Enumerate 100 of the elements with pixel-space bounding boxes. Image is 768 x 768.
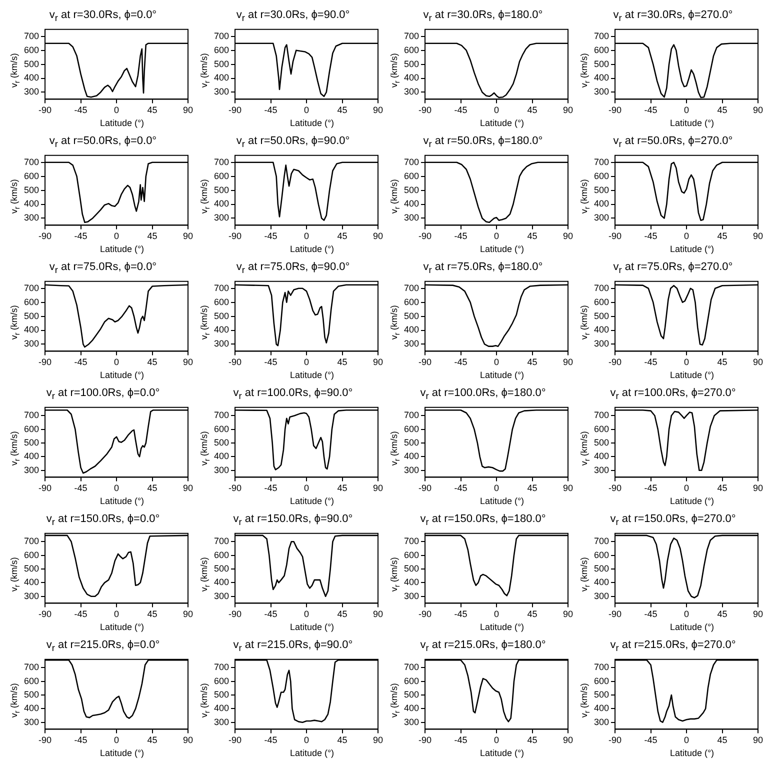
y-tick-label: 500 <box>594 437 610 448</box>
x-axis-title: Latitude (°) <box>288 118 336 128</box>
x-tick-label: -45 <box>644 357 658 368</box>
y-tick-label: 400 <box>214 72 230 83</box>
y-tick-label: 700 <box>24 156 40 167</box>
y-tick-label: 400 <box>404 324 420 335</box>
chart-title: v$_{r}$ at r=150.0Rs, ϕ=270.0° <box>609 512 737 528</box>
x-tick-label: -45 <box>74 357 88 368</box>
x-tick-label: 90 <box>562 231 574 242</box>
x-tick-label: -45 <box>454 231 468 242</box>
x-tick-label: -90 <box>228 231 242 242</box>
x-tick-label: 0 <box>304 231 310 242</box>
chart-title: v$_{r}$ at r=75.0Rs, ϕ=0.0° <box>48 260 158 276</box>
chart-title: v$_{r}$ at r=75.0Rs, ϕ=90.0° <box>235 260 351 276</box>
x-axis-title: Latitude (°) <box>98 118 146 128</box>
y-tick-label: 500 <box>404 563 420 574</box>
y-tick-label: 700 <box>24 30 40 41</box>
x-tick-label: 90 <box>752 483 764 494</box>
x-tick-label: -45 <box>644 483 658 494</box>
x-axis-title: Latitude (°) <box>668 748 716 758</box>
x-tick-label: 45 <box>337 105 348 116</box>
x-tick-label: 0 <box>494 609 500 620</box>
y-tick-label: 700 <box>214 282 230 293</box>
y-tick-label: 300 <box>24 464 40 475</box>
chart-title: v$_{r}$ at r=50.0Rs, ϕ=180.0° <box>422 134 544 150</box>
y-tick-label: 400 <box>404 703 420 714</box>
y-tick-label: 600 <box>24 676 40 686</box>
y-tick-label: 600 <box>404 550 420 560</box>
y-tick-label: 300 <box>24 716 40 727</box>
x-tick-label: 0 <box>114 231 120 242</box>
x-tick-label: 45 <box>717 105 728 116</box>
x-tick-label: -45 <box>74 609 88 620</box>
x-tick-label: -90 <box>418 105 432 116</box>
x-tick-label: 45 <box>337 483 348 494</box>
y-tick-label: 700 <box>214 30 230 41</box>
y-tick-label: 400 <box>594 703 610 714</box>
x-tick-label: 90 <box>752 609 764 620</box>
y-tick-label: 400 <box>594 198 610 209</box>
x-tick-label: -45 <box>264 357 278 368</box>
x-tick-label: 0 <box>114 483 120 494</box>
x-tick-label: -90 <box>608 105 622 116</box>
y-tick-label: 600 <box>214 170 230 181</box>
chart-title: v$_{r}$ at r=100.0Rs, ϕ=270.0° <box>609 386 737 402</box>
x-tick-label: 0 <box>684 231 690 242</box>
x-tick-label: 0 <box>304 357 310 368</box>
x-tick-label: 45 <box>717 735 728 746</box>
x-axis-title: Latitude (°) <box>478 118 526 128</box>
x-axis-title: Latitude (°) <box>478 244 526 254</box>
x-tick-label: 0 <box>684 735 690 746</box>
x-tick-label: 90 <box>752 357 764 368</box>
x-tick-label: -90 <box>418 357 432 368</box>
y-tick-label: 500 <box>404 58 420 69</box>
y-tick-label: 700 <box>404 410 420 420</box>
y-tick-label: 600 <box>24 44 40 55</box>
y-tick-label: 600 <box>594 550 610 560</box>
x-axis-title: Latitude (°) <box>98 244 146 254</box>
x-axis-title: Latitude (°) <box>288 748 336 758</box>
x-tick-label: -90 <box>228 483 242 494</box>
x-axis-title: Latitude (°) <box>98 622 146 632</box>
x-tick-label: 90 <box>182 735 194 746</box>
y-tick-label: 400 <box>594 451 610 462</box>
y-tick-label: 600 <box>594 424 610 434</box>
x-tick-label: 45 <box>717 357 728 368</box>
x-tick-label: 90 <box>372 231 384 242</box>
y-tick-label: 700 <box>404 156 420 167</box>
x-tick-label: 0 <box>304 609 310 620</box>
y-tick-label: 500 <box>24 437 40 448</box>
y-tick-label: 700 <box>404 30 420 41</box>
chart-title: v$_{r}$ at r=215.0Rs, ϕ=270.0° <box>609 638 737 654</box>
x-tick-label: 0 <box>304 105 310 116</box>
x-tick-label: 45 <box>717 483 728 494</box>
x-tick-label: -90 <box>418 735 432 746</box>
x-tick-label: -90 <box>228 357 242 368</box>
x-tick-label: 90 <box>182 483 194 494</box>
x-tick-label: 0 <box>494 231 500 242</box>
y-tick-label: 600 <box>214 44 230 55</box>
y-tick-label: 700 <box>24 536 40 546</box>
x-tick-label: 45 <box>147 609 158 620</box>
chart-title: v$_{r}$ at r=100.0Rs, ϕ=90.0° <box>232 386 354 402</box>
x-tick-label: -45 <box>454 609 468 620</box>
x-axis-title: Latitude (°) <box>478 622 526 632</box>
x-tick-label: 0 <box>114 609 120 620</box>
x-tick-label: 0 <box>494 105 500 116</box>
x-tick-label: -90 <box>418 231 432 242</box>
x-tick-label: 90 <box>752 231 764 242</box>
y-tick-label: 600 <box>594 170 610 181</box>
y-tick-label: 700 <box>214 662 230 672</box>
x-axis-title: Latitude (°) <box>478 496 526 506</box>
x-tick-label: 0 <box>304 483 310 494</box>
y-tick-label: 400 <box>404 451 420 462</box>
chart-title: v$_{r}$ at r=50.0Rs, ϕ=0.0° <box>48 134 158 150</box>
y-tick-label: 400 <box>24 703 40 714</box>
y-tick-label: 400 <box>24 451 40 462</box>
y-tick-label: 600 <box>404 424 420 434</box>
y-tick-label: 300 <box>214 716 230 727</box>
x-axis-title: Latitude (°) <box>478 748 526 758</box>
x-tick-label: -45 <box>264 231 278 242</box>
y-tick-label: 300 <box>404 86 420 97</box>
x-tick-label: -45 <box>74 483 88 494</box>
y-tick-label: 300 <box>404 464 420 475</box>
